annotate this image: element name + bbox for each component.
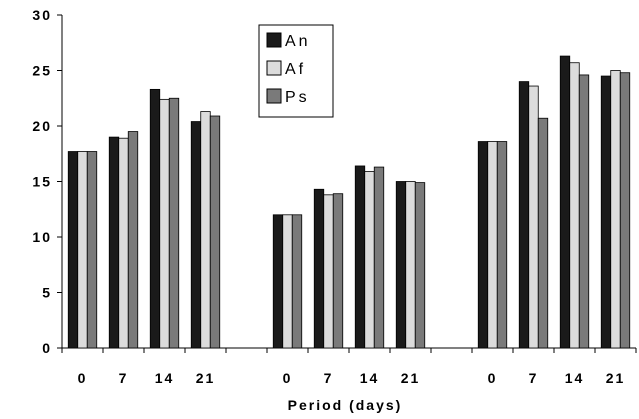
y-tick-label: 30 (32, 7, 52, 23)
legend: An Af Ps (258, 24, 334, 118)
bar-an-0-21 (190, 121, 202, 349)
bar-ps-1-21 (414, 182, 426, 349)
bar-ps-0-0 (86, 151, 98, 349)
x-tick-label: 0 (488, 370, 498, 386)
bar-ps-2-14 (578, 74, 590, 349)
bar-ps-2-0 (496, 141, 508, 349)
bar-ps-1-14 (373, 166, 385, 349)
bar-an-1-14 (354, 165, 366, 349)
bar-an-2-7 (518, 81, 530, 349)
bar-an-0-7 (108, 136, 120, 349)
bar-ps-0-7 (127, 131, 139, 349)
legend-swatch-an (266, 32, 282, 48)
bar-an-1-0 (272, 214, 284, 349)
bar-af-2-0 (487, 141, 498, 349)
bar-af-2-7 (528, 85, 539, 349)
bar-ps-0-14 (168, 97, 180, 349)
bar-af-0-14 (159, 98, 170, 349)
x-tick-label: 7 (529, 370, 539, 386)
legend-swatch-af (266, 60, 282, 76)
legend-swatch-ps (266, 88, 282, 104)
y-tick-label: 10 (32, 229, 52, 245)
bar-af-1-21 (405, 181, 416, 349)
bar-af-1-0 (282, 214, 293, 349)
bar-ps-0-21 (209, 115, 221, 349)
bar-an-0-0 (67, 151, 79, 349)
bar-an-2-21 (600, 75, 612, 349)
bar-ps-2-7 (537, 117, 549, 349)
bar-ps-1-0 (291, 214, 303, 349)
x-tick-label: 14 (565, 370, 585, 386)
bar-an-1-7 (313, 188, 325, 349)
x-tick-label: 7 (324, 370, 334, 386)
y-tick-label: 20 (32, 118, 52, 134)
x-tick-label: 0 (283, 370, 293, 386)
x-tick-label: 7 (119, 370, 129, 386)
x-tick-label: 14 (360, 370, 380, 386)
legend-label-an: An (285, 33, 311, 50)
x-tick-label: 21 (196, 370, 216, 386)
x-tick-label: 21 (606, 370, 626, 386)
bar-ps-1-7 (332, 193, 344, 349)
bars (67, 55, 631, 349)
x-tick-label: 14 (155, 370, 175, 386)
bar-an-1-21 (395, 181, 407, 349)
y-tick-label: 5 (42, 285, 52, 301)
bar-an-2-0 (477, 141, 489, 349)
bar-an-2-14 (559, 55, 571, 349)
tick-labels: 0 5 10 15 20 25 30 0 7 14 21 0 7 14 21 0 7 14 21 (32, 7, 626, 386)
bar-af-2-14 (569, 62, 580, 349)
x-tick-label: 21 (401, 370, 421, 386)
bar-ps-2-21 (619, 72, 631, 349)
bar-af-1-14 (364, 171, 375, 349)
x-tick-label: 0 (78, 370, 88, 386)
bar-af-0-7 (118, 137, 129, 349)
y-tick-label: 25 (32, 63, 52, 79)
legend-label-ps: Ps (285, 89, 310, 106)
y-tick-label: 15 (32, 174, 52, 190)
axes (57, 14, 637, 353)
bar-an-0-14 (149, 88, 161, 349)
bar-af-0-21 (200, 111, 211, 349)
x-axis-label: Period (days) (288, 397, 403, 413)
bar-af-2-21 (610, 70, 621, 349)
bar-af-0-0 (77, 151, 88, 349)
legend-label-af: Af (285, 61, 306, 78)
bar-af-1-7 (323, 194, 334, 349)
y-tick-label: 0 (42, 340, 52, 356)
